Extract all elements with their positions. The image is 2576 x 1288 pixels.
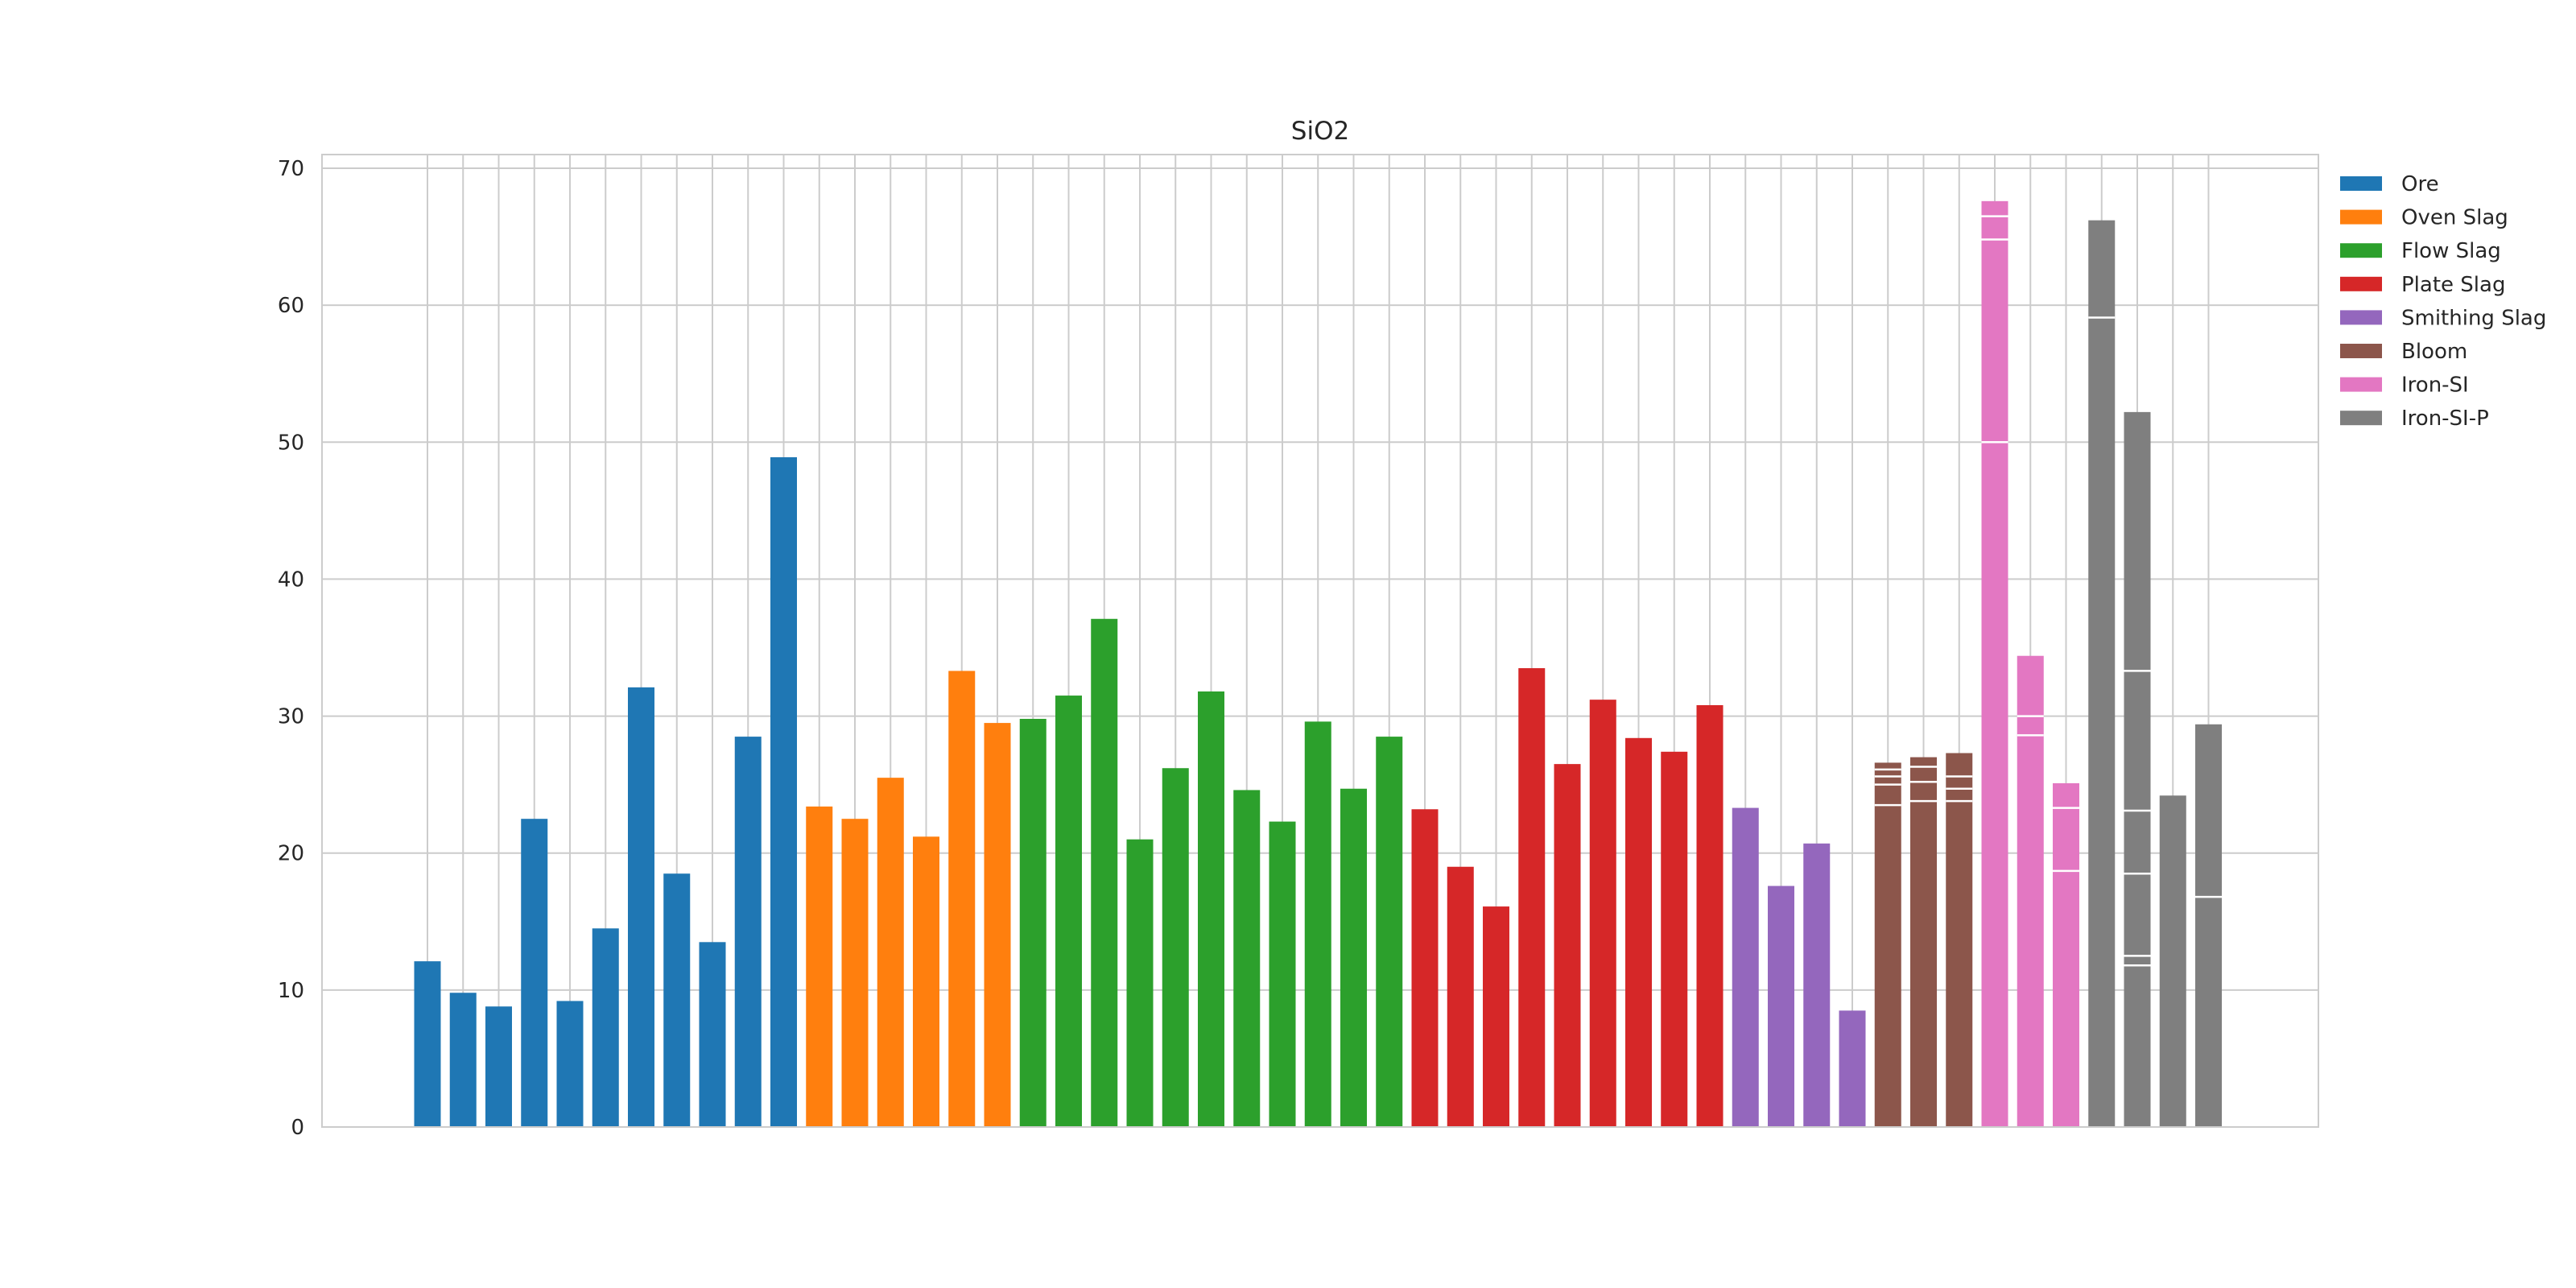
bar	[1198, 691, 1224, 1127]
bar	[1981, 200, 2008, 1127]
bar	[556, 1001, 584, 1127]
bar	[414, 961, 441, 1127]
bar	[1055, 696, 1082, 1127]
bar	[699, 942, 726, 1127]
legend-label: Plate Slag	[2401, 273, 2505, 297]
bar	[628, 687, 654, 1127]
bar	[734, 737, 762, 1127]
legend-label: Bloom	[2401, 340, 2467, 364]
bar	[1518, 668, 1546, 1127]
bar	[984, 723, 1011, 1127]
y-tick-label: 50	[278, 431, 304, 455]
bar	[1091, 618, 1118, 1127]
y-tick-label: 20	[278, 842, 304, 866]
legend-label: Ore	[2401, 172, 2439, 196]
legend-swatch	[2340, 377, 2382, 392]
y-tick-label: 30	[278, 705, 304, 729]
bar	[1946, 753, 1973, 1127]
bar	[1589, 700, 1616, 1127]
y-tick-label: 10	[278, 979, 304, 1003]
bar	[1340, 788, 1367, 1127]
bar	[2195, 724, 2222, 1127]
bar	[1839, 1010, 1866, 1127]
legend-label: Iron-SI-P	[2401, 407, 2489, 431]
bar	[913, 836, 939, 1127]
bar	[877, 778, 904, 1127]
bar	[2159, 795, 2186, 1127]
y-axis: 0 10 20 30 40 50 60 70	[278, 157, 304, 1140]
bar	[1554, 764, 1581, 1127]
plot-frame	[321, 154, 2319, 1128]
legend-label: Oven Slag	[2401, 206, 2508, 230]
chart-title: SiO2	[1291, 117, 1349, 146]
bar	[2088, 220, 2116, 1127]
bar	[1661, 751, 1688, 1127]
bar	[948, 671, 976, 1127]
bar	[1768, 886, 1794, 1127]
bar	[1376, 737, 1403, 1127]
bar	[1411, 809, 1439, 1127]
legend-swatch	[2340, 276, 2382, 291]
legend-label: Smithing Slag	[2401, 306, 2546, 330]
legend-swatch	[2340, 344, 2382, 358]
legend-swatch	[2340, 243, 2382, 258]
bar	[592, 928, 619, 1127]
bar	[1910, 757, 1937, 1127]
bar	[1732, 807, 1759, 1127]
legend: Ore Oven Slag Flow Slag Plate Slag Smithing …	[2340, 172, 2546, 431]
bar	[485, 1006, 512, 1127]
bar	[1126, 839, 1154, 1127]
bar	[806, 806, 833, 1127]
bar	[1019, 718, 1046, 1127]
bar	[770, 457, 797, 1127]
bar	[2017, 655, 2044, 1127]
bar	[1874, 762, 1901, 1127]
bar	[1304, 721, 1331, 1127]
legend-swatch	[2340, 209, 2382, 225]
bar	[1696, 704, 1724, 1127]
bars	[414, 200, 2222, 1128]
y-tick-label: 70	[278, 157, 304, 181]
bar	[449, 993, 477, 1127]
legend-swatch	[2340, 310, 2382, 325]
legend-label: Iron-SI	[2401, 374, 2469, 398]
bar	[663, 873, 691, 1127]
bar	[1803, 843, 1831, 1127]
bar	[841, 819, 869, 1127]
legend-swatch	[2340, 176, 2382, 191]
bar	[1162, 768, 1189, 1127]
bar	[1483, 906, 1509, 1127]
bar	[2053, 782, 2079, 1127]
y-tick-label: 60	[278, 294, 304, 318]
y-tick-label: 40	[278, 568, 304, 592]
bar	[2124, 411, 2151, 1128]
bar	[1625, 737, 1652, 1127]
bar	[1233, 790, 1261, 1127]
bar	[521, 819, 548, 1127]
bar	[1447, 866, 1474, 1127]
y-tick-label: 0	[291, 1116, 304, 1140]
legend-label: Flow Slag	[2401, 239, 2501, 263]
bar	[1269, 821, 1296, 1127]
legend-swatch	[2340, 411, 2382, 426]
